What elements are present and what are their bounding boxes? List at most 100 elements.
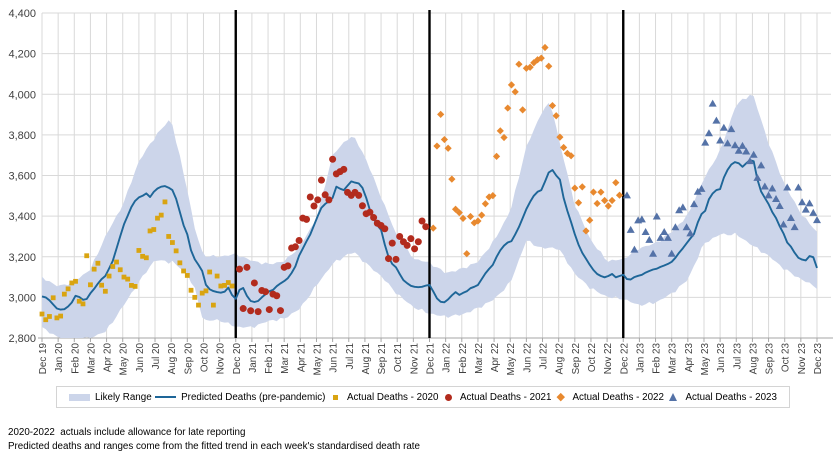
- y-axis-label: 2,800: [8, 333, 36, 345]
- data-point-triangle: [727, 125, 736, 133]
- data-point-triangle: [813, 216, 821, 224]
- data-point-square: [158, 212, 164, 218]
- data-point-circle: [265, 306, 273, 314]
- x-axis-label: May 23: [700, 342, 711, 375]
- data-point-square: [58, 313, 64, 319]
- x-axis-label: Jun 22: [522, 343, 533, 373]
- data-point-triangle: [645, 235, 654, 243]
- data-point-circle: [381, 225, 389, 233]
- data-point-triangle: [779, 220, 788, 228]
- data-point-square: [65, 286, 71, 292]
- x-axis-label: Jun 23: [716, 342, 727, 372]
- x-axis-label: Dec 23: [813, 343, 824, 375]
- data-point-circle: [385, 255, 393, 263]
- x-axis-label: Feb 21: [264, 342, 275, 373]
- data-point-diamond: [586, 216, 594, 224]
- y-axis-label: 3,200: [8, 252, 36, 264]
- x-axis-label: Nov 21: [409, 343, 420, 375]
- data-point-circle: [321, 191, 329, 199]
- legend-label: Likely Range: [95, 391, 152, 403]
- data-point-square: [218, 283, 224, 289]
- data-point-diamond: [507, 81, 516, 89]
- data-point-triangle: [641, 227, 650, 235]
- data-point-triangle: [783, 183, 792, 191]
- data-point-circle: [235, 265, 243, 273]
- data-point-diamond: [522, 64, 530, 72]
- data-point-circle: [340, 165, 348, 173]
- data-point-triangle: [667, 249, 676, 257]
- x-axis-label: Aug 20: [167, 343, 178, 375]
- data-point-diamond: [597, 188, 605, 196]
- x-axis-label: Feb 22: [458, 343, 469, 374]
- data-point-square: [188, 287, 194, 293]
- data-point-circle: [411, 245, 419, 253]
- data-point-triangle: [712, 116, 721, 124]
- data-point-square: [99, 282, 105, 288]
- data-point-diamond: [478, 211, 486, 219]
- data-point-triangle: [649, 249, 658, 257]
- x-axis-label: Jul 21: [345, 343, 356, 370]
- y-axis-label: 4,000: [8, 89, 36, 101]
- footnote-line-1: 2020-2022 actuals include allowance for …: [8, 427, 246, 438]
- data-point-diamond: [437, 110, 445, 118]
- data-point-triangle: [801, 205, 810, 213]
- band-swatch-icon: [69, 393, 90, 401]
- data-point-diamond: [466, 212, 475, 221]
- x-axis-label: Jul 23: [732, 343, 743, 370]
- data-point-diamond: [485, 193, 493, 201]
- data-point-square: [110, 264, 116, 269]
- diamond-icon: [556, 393, 565, 401]
- data-point-square: [214, 273, 220, 279]
- data-point-square: [47, 314, 52, 319]
- data-point-triangle: [753, 173, 762, 181]
- data-point-circle: [355, 191, 363, 199]
- data-point-circle: [317, 176, 325, 184]
- x-axis-label: Apr 23: [684, 343, 695, 373]
- line-icon: [155, 396, 177, 398]
- x-axis-label: May 20: [119, 342, 130, 375]
- x-axis-label: Mar 20: [86, 342, 97, 373]
- data-point-diamond: [593, 199, 601, 208]
- data-point-square: [125, 276, 131, 282]
- data-point-circle: [243, 263, 251, 271]
- data-point-square: [61, 291, 67, 297]
- data-point-square: [199, 290, 205, 296]
- x-axis-label: Apr 22: [490, 343, 501, 372]
- data-point-circle: [295, 237, 303, 244]
- x-axis-label: Nov 20: [216, 343, 227, 375]
- square-icon: [332, 394, 338, 400]
- data-point-triangle: [731, 141, 740, 149]
- x-axis-label: May 21: [312, 342, 323, 375]
- legend-item-actual-deaths-2020: Actual Deaths - 2020: [329, 392, 438, 403]
- data-point-diamond: [556, 133, 564, 141]
- data-point-triangle: [738, 141, 747, 149]
- data-point-diamond: [526, 63, 534, 71]
- data-point-square: [102, 288, 108, 294]
- x-axis-label: Mar 21: [280, 342, 291, 373]
- x-axis-label: Jul 22: [539, 343, 550, 369]
- x-axis-label: Mar 23: [668, 342, 679, 373]
- data-point-diamond: [519, 106, 527, 114]
- data-point-diamond: [481, 200, 489, 208]
- data-point-triangle: [678, 203, 687, 211]
- data-point-diamond: [463, 250, 471, 258]
- data-point-square: [73, 278, 78, 284]
- data-point-diamond: [601, 196, 609, 205]
- scatter-series-2023: [622, 99, 821, 257]
- x-axis-label: Jul 20: [151, 343, 162, 370]
- data-point-square: [181, 268, 186, 274]
- data-point-square: [143, 255, 149, 261]
- data-point-triangle: [768, 184, 777, 192]
- data-point-diamond: [537, 54, 545, 62]
- data-point-triangle: [652, 212, 661, 220]
- data-point-triangle: [742, 147, 751, 155]
- data-point-triangle: [772, 195, 781, 203]
- data-point-diamond: [604, 202, 612, 210]
- data-point-triangle: [660, 227, 669, 235]
- data-point-triangle: [790, 223, 799, 231]
- data-point-square: [132, 284, 138, 289]
- data-point-triangle: [786, 213, 795, 221]
- x-axis-label: Aug 21: [361, 343, 372, 375]
